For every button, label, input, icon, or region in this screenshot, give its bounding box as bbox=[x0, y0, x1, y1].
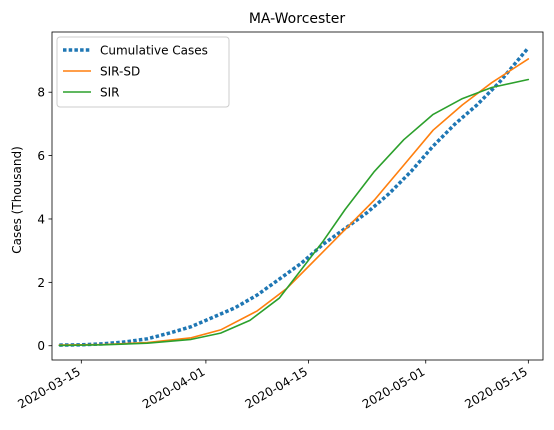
y-tick-label: 8 bbox=[37, 86, 45, 100]
legend-label: SIR bbox=[100, 86, 120, 100]
series-line-cumulative-cases bbox=[59, 46, 530, 347]
x-tick-label: 2020-03-15 bbox=[15, 364, 82, 411]
x-axis: 2020-03-15 2020-04-01 2020-04-15 2020-05-01… bbox=[15, 360, 530, 411]
legend-box bbox=[56, 36, 230, 108]
x-tick-label: 2020-04-01 bbox=[140, 364, 207, 411]
legend-label: SIR-SD bbox=[100, 65, 140, 79]
data-layer bbox=[58, 46, 530, 347]
y-tick-label: 6 bbox=[37, 149, 45, 163]
x-tick-label: 2020-05-01 bbox=[360, 364, 427, 411]
legend: Cumulative Cases SIR-SD SIR bbox=[56, 36, 230, 108]
series-line-sir-sd bbox=[58, 58, 530, 346]
y-axis-label: Cases (Thousand) bbox=[10, 146, 24, 254]
y-tick-label: 4 bbox=[37, 212, 45, 226]
chart-title: MA-Worcester bbox=[249, 11, 346, 27]
x-tick-label: 2020-05-15 bbox=[462, 364, 529, 411]
series-line-sir bbox=[58, 78, 530, 347]
legend-label: Cumulative Cases bbox=[100, 44, 208, 58]
y-tick-label: 2 bbox=[37, 276, 45, 290]
x-tick-label: 2020-04-15 bbox=[243, 364, 310, 411]
plot-frame bbox=[51, 31, 544, 361]
y-tick-label: 0 bbox=[37, 339, 45, 353]
y-axis: 0 2 4 6 8 bbox=[37, 86, 52, 353]
